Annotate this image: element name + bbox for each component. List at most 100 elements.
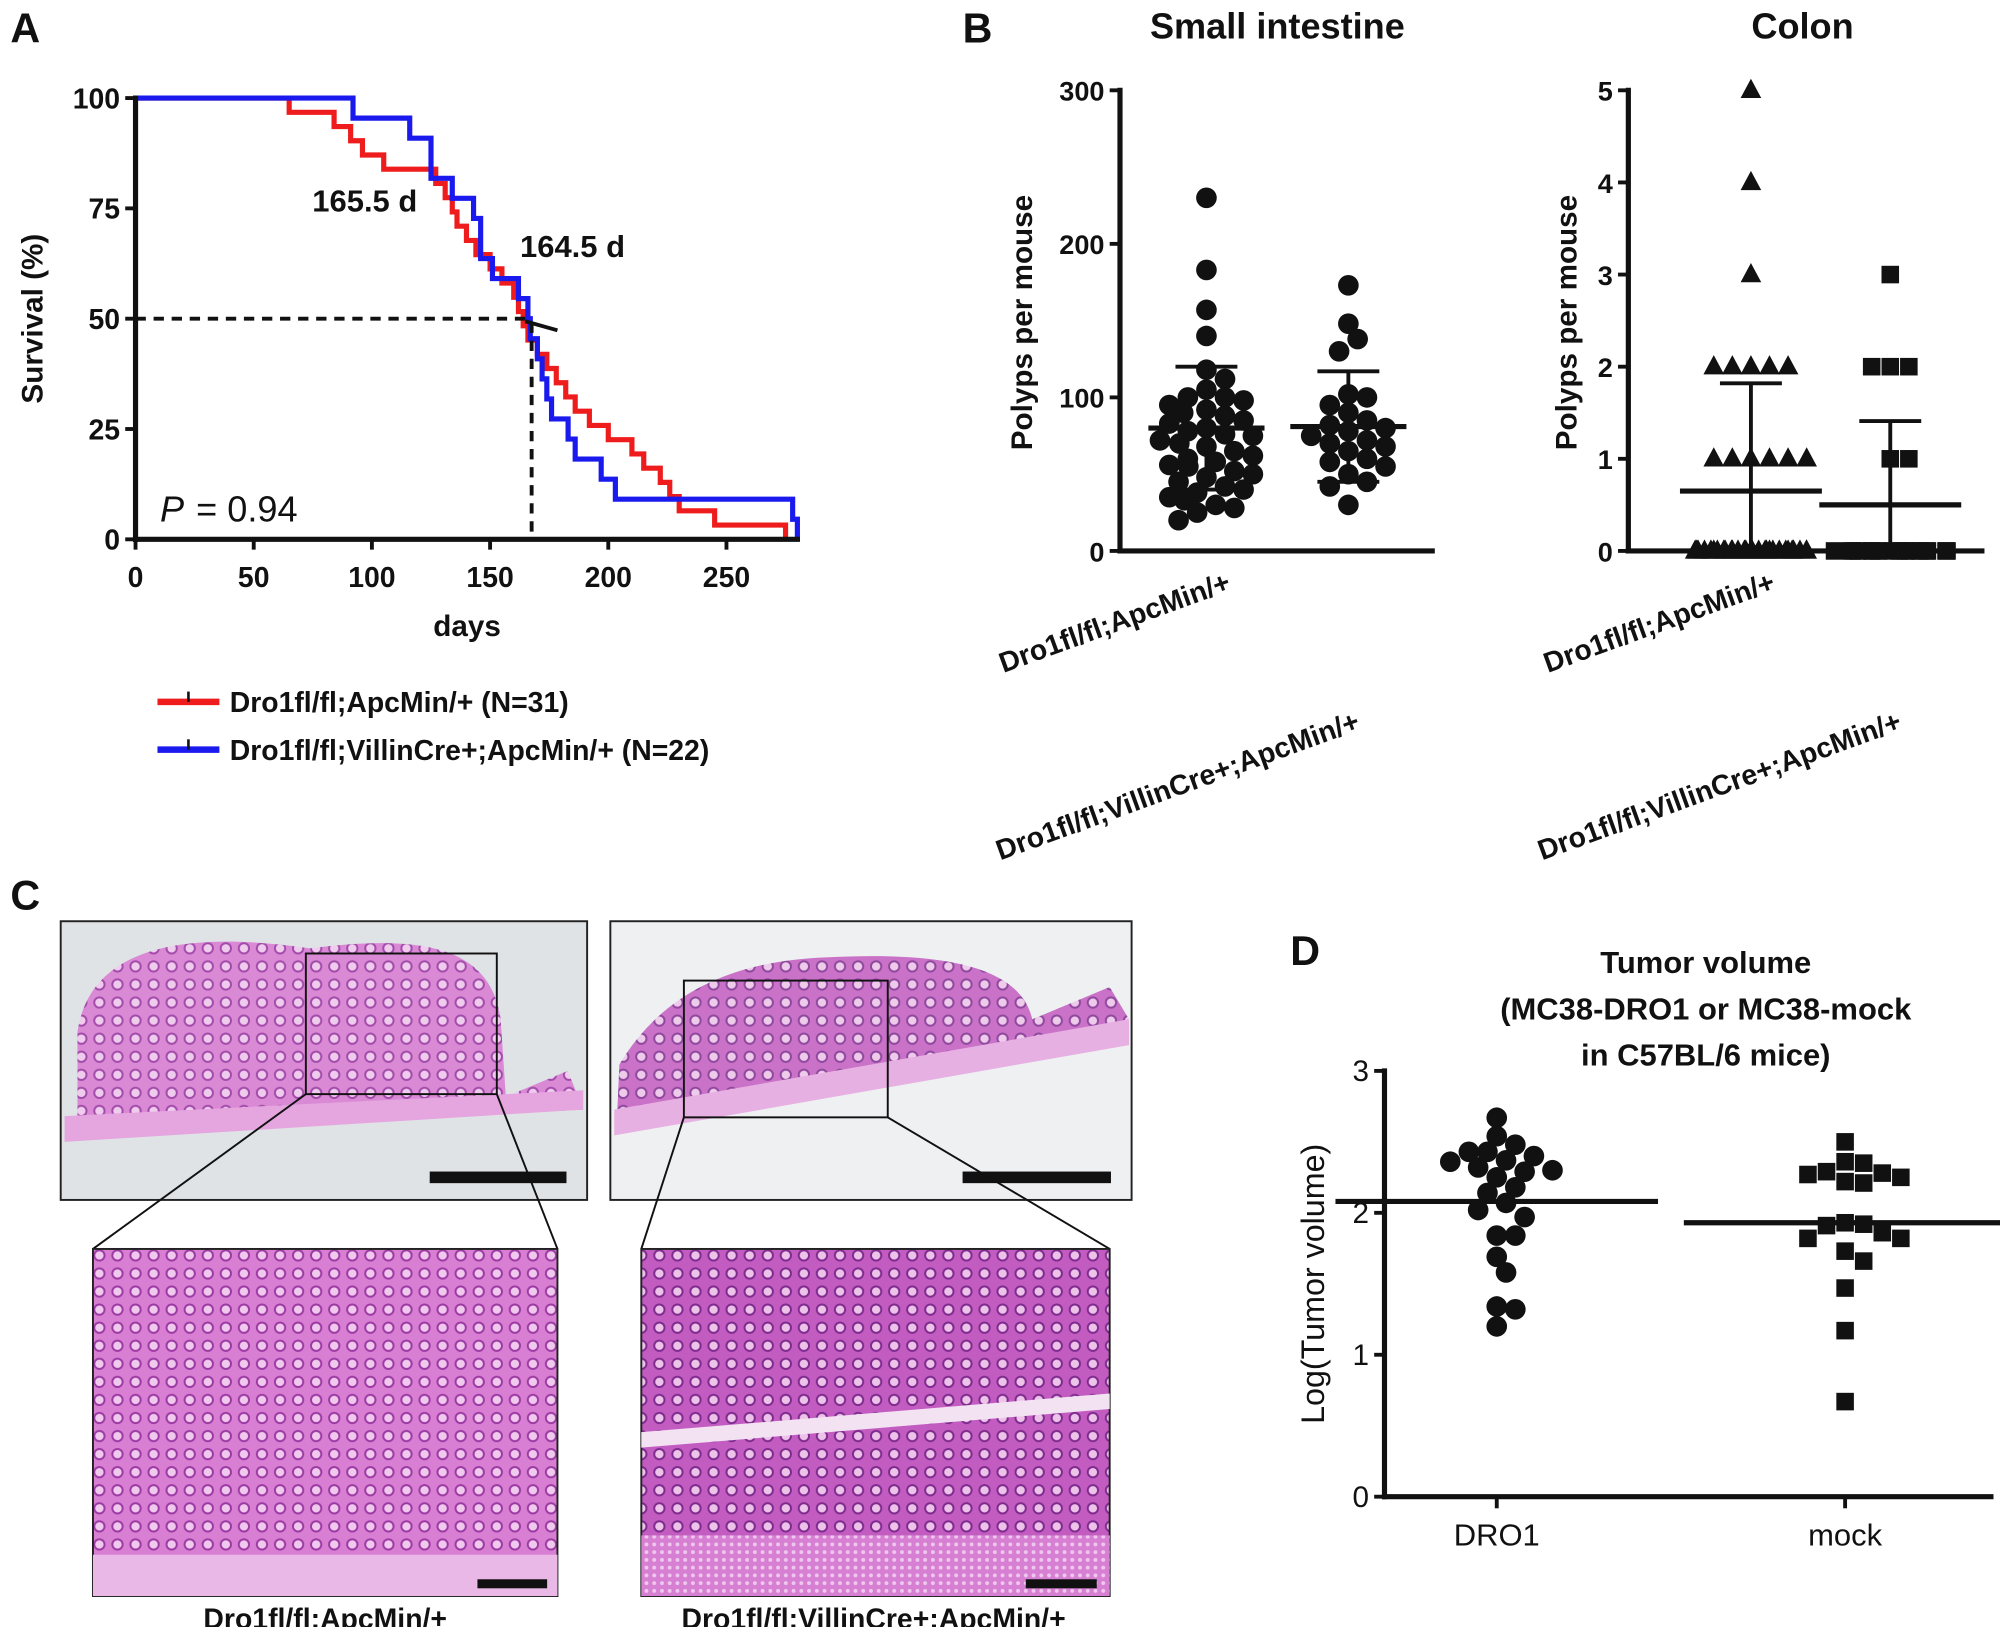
data-point-square [1873, 1223, 1892, 1242]
y-axis-label: Survival (%) [17, 234, 50, 404]
y-tick-label: 1 [1598, 444, 1613, 475]
y-tick-label: 300 [1059, 76, 1104, 107]
caption-right: Dro1fl/fl;VillinCre+;ApcMin/+ [681, 1603, 1065, 1627]
data-point-square [1869, 542, 1888, 560]
data-point [1467, 1199, 1489, 1221]
data-point [1158, 454, 1180, 476]
histology-image-low-mag-left [59, 920, 589, 1201]
data-point [1223, 460, 1245, 482]
data-point [1542, 1159, 1563, 1181]
data-point-square [1825, 542, 1844, 560]
x-tick-label: 50 [238, 562, 270, 594]
data-point-square [1836, 1133, 1854, 1151]
data-point [1319, 433, 1341, 454]
data-point [1356, 430, 1378, 451]
data-point-triangle [1740, 262, 1762, 283]
data-point [1477, 1141, 1498, 1163]
data-point [1458, 1141, 1480, 1163]
zoom-connector [92, 1093, 307, 1250]
data-point-square [1817, 1216, 1836, 1235]
chart-title: Colon [1751, 6, 1853, 47]
chart-title-line-1: Tumor volume [1600, 945, 1811, 980]
scale-bar [477, 1579, 548, 1589]
data-point-triangle [1713, 539, 1735, 559]
y-tick-label: 50 [88, 304, 120, 336]
x-axis-label: days [433, 610, 501, 643]
histology-image-low-mag-right [609, 920, 1133, 1201]
data-point-square [1836, 1152, 1854, 1171]
x-tick-label: 100 [348, 562, 395, 594]
data-point [1223, 440, 1245, 462]
data-point [1356, 448, 1378, 470]
data-point [1467, 1157, 1489, 1178]
x-tick-label: DRO1 [1454, 1518, 1540, 1553]
y-tick-label: 200 [1059, 229, 1104, 260]
data-point-square [1849, 542, 1867, 560]
histology-image-high-mag-left [91, 1247, 559, 1598]
data-point-triangle [1686, 539, 1708, 559]
data-point [1486, 1296, 1508, 1317]
data-point [1205, 494, 1227, 516]
x-tick-label: 200 [585, 562, 632, 594]
data-point-square [1892, 1168, 1910, 1187]
data-point-square [1881, 357, 1900, 376]
survival-chart: 0 50 100 150 200 250 0 25 50 75 100 days Survival … [17, 83, 801, 767]
y-tick-label: 3 [1598, 260, 1613, 291]
data-point-triangle [1777, 447, 1799, 467]
small-intestine-chart: Small intestine Polyps per mouse 0 100 200… [992, 6, 1435, 867]
histology-panel: Dro1fl/fl;ApcMin/+ Dro1fl/fl;VillinCre+;… [59, 920, 1133, 1627]
data-point [1196, 187, 1217, 209]
data-point-triangle [1734, 539, 1755, 559]
x-tick-label: Dro1fl/fl;VillinCre+;ApcMin/+ [992, 705, 1364, 866]
data-point [1319, 394, 1341, 416]
data-point [1375, 456, 1396, 477]
x-tick-label: Dro1fl/fl;ApcMin/+ [1539, 566, 1779, 679]
inset-box [304, 952, 498, 1096]
data-point-square [1836, 1321, 1854, 1340]
scale-bar [962, 1171, 1111, 1184]
data-point-square [1836, 1242, 1854, 1260]
x-tick-label: 0 [128, 562, 144, 594]
data-point [1214, 387, 1236, 408]
zoom-connector [495, 1093, 559, 1250]
data-point-square [1873, 1164, 1892, 1182]
panel-label-d: D [1290, 928, 1320, 974]
data-point [1505, 1299, 1526, 1320]
data-point-square [1900, 357, 1918, 376]
data-point [1486, 1316, 1508, 1337]
x-tick-label: mock [1808, 1518, 1882, 1553]
panel-label-a: A [10, 6, 40, 52]
data-point [1338, 494, 1359, 516]
data-point [1196, 325, 1217, 347]
data-point-square [1836, 1279, 1854, 1297]
y-tick-label: 2 [1353, 1197, 1369, 1230]
median-marker [524, 319, 558, 333]
data-point [1172, 402, 1194, 424]
legend-label-red: Dro1fl/fl;ApcMin/+ (N=31) [230, 687, 569, 719]
scale-bar [429, 1171, 567, 1184]
data-point [1319, 451, 1341, 473]
histology-image-high-mag-right [640, 1247, 1111, 1598]
y-tick-label: 1 [1353, 1339, 1369, 1372]
y-axis-label: Log(Tumor volume) [1295, 1144, 1331, 1424]
inset-box [682, 979, 889, 1119]
data-point [1186, 502, 1208, 523]
data-point [1505, 1134, 1526, 1156]
x-tick-label: Dro1fl/fl;VillinCre+;ApcMin/+ [1534, 705, 1906, 866]
data-point [1486, 1107, 1508, 1129]
data-point [1338, 274, 1359, 296]
data-point-square [1900, 450, 1918, 468]
data-point-triangle [1754, 539, 1776, 559]
y-tick-label: 4 [1598, 168, 1613, 199]
chart-title-line-2: (MC38-DRO1 or MC38-mock [1500, 991, 1912, 1026]
data-point-square [1862, 357, 1881, 376]
data-point [1486, 1246, 1508, 1268]
data-point-square [1836, 1172, 1854, 1191]
data-point-square [1938, 542, 1956, 560]
data-point [1214, 405, 1236, 427]
y-tick-label: 25 [88, 414, 120, 446]
y-axis-label: Polyps per mouse [1551, 195, 1584, 450]
chart-title: Small intestine [1150, 6, 1405, 47]
data-point-square [1799, 1229, 1817, 1248]
